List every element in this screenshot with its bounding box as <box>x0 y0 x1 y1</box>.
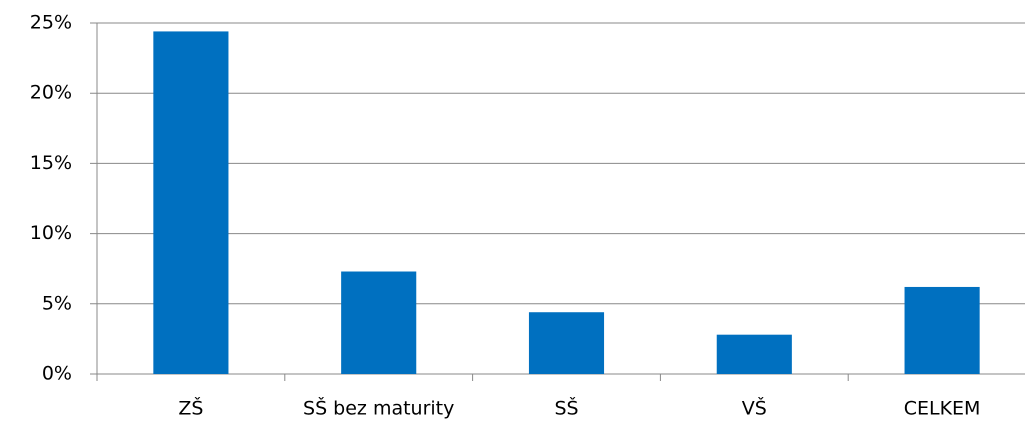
bar <box>716 334 792 374</box>
x-tick-label: SŠ <box>554 396 578 420</box>
y-tick-label: 20% <box>30 82 72 104</box>
bar <box>153 31 229 374</box>
y-tick-label: 15% <box>30 152 72 174</box>
y-tick-label: 25% <box>30 12 72 34</box>
x-tick-label: ZŠ <box>178 396 203 420</box>
y-tick-label: 5% <box>42 292 72 314</box>
y-tick-label: 0% <box>42 363 72 385</box>
x-tick-label: SŠ bez maturity <box>303 396 454 420</box>
x-tick-label: CELKEM <box>904 398 981 420</box>
y-tick-label: 10% <box>30 222 72 244</box>
bar <box>904 286 980 374</box>
bar <box>528 312 605 374</box>
bar <box>341 271 417 374</box>
x-tick-label: VŠ <box>742 396 767 420</box>
